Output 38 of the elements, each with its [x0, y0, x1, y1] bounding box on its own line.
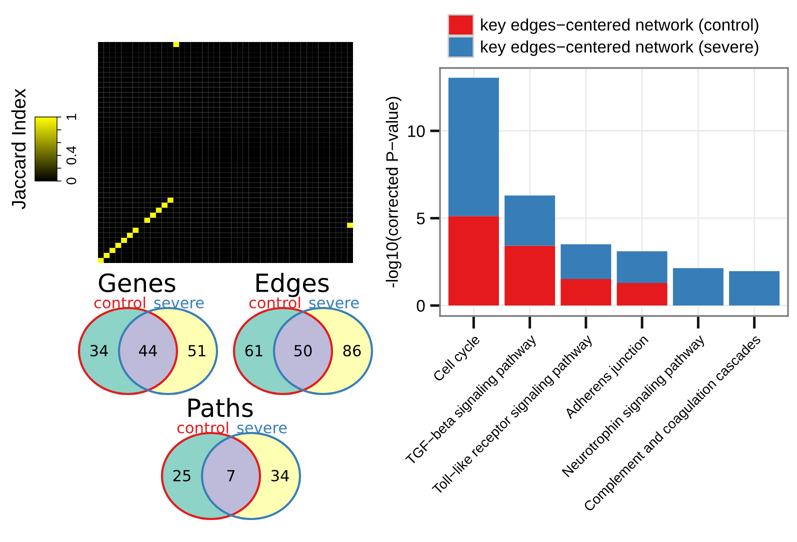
legend-label: severe	[154, 300, 204, 308]
text: 51	[188, 345, 206, 356]
y-tick-label: 10	[408, 125, 425, 138]
text: 7	[227, 470, 235, 482]
text: 34	[271, 470, 289, 482]
text: Edges	[256, 272, 329, 298]
text: 50	[294, 344, 312, 356]
bar	[560, 278, 612, 306]
text: 86	[343, 344, 361, 356]
legend-label: key edges−centered network (control)	[481, 18, 758, 34]
text: Genes	[98, 273, 176, 292]
legend-label: severe	[309, 300, 359, 308]
y-axis-title: -log10(corrected P−value)	[386, 96, 402, 288]
bar	[560, 244, 612, 279]
color-bar-label: 0	[66, 178, 76, 184]
y-tick-label: 5	[416, 212, 425, 224]
color-bar-label: 1	[66, 114, 76, 120]
bar	[729, 271, 780, 306]
legend-label: control	[249, 296, 300, 308]
color-bar-label: 0.4	[66, 146, 76, 165]
text: 44	[139, 345, 157, 356]
color-bar-title: Jaccard Index	[11, 88, 26, 210]
text: 34	[90, 344, 108, 356]
legend-label: control	[94, 296, 146, 308]
bar	[504, 195, 556, 246]
y-tick-label: 0	[416, 300, 425, 312]
text: 25	[173, 470, 190, 482]
bar	[616, 251, 668, 283]
bar	[448, 78, 499, 216]
bar	[448, 216, 499, 306]
bar	[504, 246, 556, 306]
text: Paths	[188, 398, 253, 418]
text: 61	[245, 344, 262, 356]
legend-label: control	[177, 422, 228, 434]
legend-label: key edges−centered network (severe)	[481, 40, 758, 56]
bar	[616, 282, 668, 306]
bar	[672, 268, 724, 306]
legend-label: severe	[237, 424, 287, 434]
